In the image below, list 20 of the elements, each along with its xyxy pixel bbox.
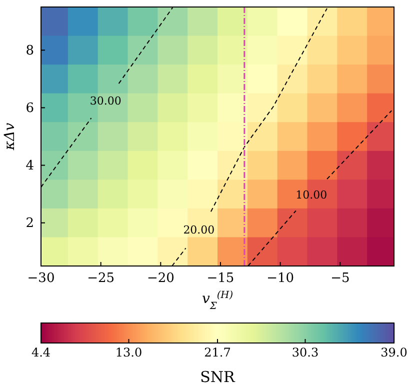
y-tick-label: 8: [26, 43, 34, 58]
x-tick-label: −25: [87, 271, 115, 286]
color-bar-label: 39.0: [380, 346, 408, 360]
color-bar-label: 4.4: [31, 346, 51, 360]
color-bar-label: 30.3: [292, 346, 319, 360]
y-tick-label: 4: [26, 158, 34, 174]
series-label: 20.00: [183, 223, 215, 236]
x-tick-label: −10: [266, 271, 294, 286]
y-axis-title: κΔv: [2, 122, 18, 152]
color-bar-label: 13.0: [115, 346, 142, 360]
x-tick-label: −5: [330, 271, 350, 286]
series-label: 10.00: [296, 188, 328, 202]
x-tick-label: −20: [146, 271, 174, 286]
color-bar-title: SNR: [200, 368, 236, 386]
color-bar-label: 21.7: [204, 346, 231, 360]
y-tick-label: 2: [26, 216, 34, 231]
y-tick-label: 6: [26, 100, 34, 116]
series-label: 30.00: [90, 94, 122, 108]
x-tick-label: −15: [206, 271, 234, 286]
x-tick-label: −30: [27, 271, 55, 286]
